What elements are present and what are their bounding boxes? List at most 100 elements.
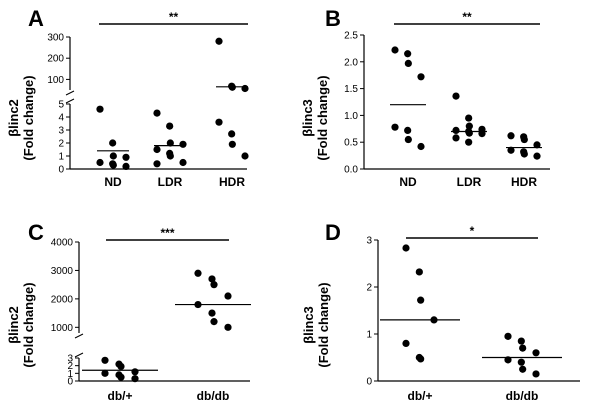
y-tick-label: 2000 <box>51 294 74 305</box>
data-point <box>210 281 218 289</box>
significance-label: ** <box>462 10 472 24</box>
data-point <box>153 145 161 154</box>
y-axis-label-line: (Fold change) <box>21 75 36 160</box>
data-point <box>215 118 223 126</box>
data-point <box>228 130 236 138</box>
data-point <box>520 135 528 144</box>
y-tick-label: 1.5 <box>344 84 358 95</box>
x-category-label: db/+ <box>107 389 132 403</box>
x-category-label: LDR <box>457 175 482 189</box>
y-tick-label: 100 <box>47 75 64 86</box>
data-point <box>109 161 117 169</box>
data-point <box>533 152 541 160</box>
x-category-label: HDR <box>511 175 537 189</box>
y-axis-label-line: βlinc3 <box>301 306 316 344</box>
y-tick-label: 2.0 <box>344 57 358 68</box>
x-category-label: ND <box>104 175 122 189</box>
y-tick-label: 3 <box>58 126 64 137</box>
y-tick-label: 5 <box>58 100 64 111</box>
y-tick-label: 2 <box>366 283 372 294</box>
y-axis-label: βlinc2(Fold change) <box>6 75 36 160</box>
x-category-label: HDR <box>219 175 245 189</box>
y-axis-label-line: βlinc3 <box>300 99 315 137</box>
y-tick-label: 300 <box>47 33 64 44</box>
data-point <box>465 138 473 146</box>
y-tick-label: 0.0 <box>344 165 358 176</box>
y-axis-label-line: (Fold change) <box>316 282 331 367</box>
data-point <box>465 114 473 122</box>
data-point <box>131 368 139 376</box>
data-point <box>517 358 525 366</box>
data-point <box>166 152 174 160</box>
data-point <box>417 355 425 363</box>
data-point <box>452 92 460 100</box>
data-point <box>96 158 104 167</box>
panel-label: C <box>28 220 44 245</box>
y-tick-label: 3 <box>67 354 73 365</box>
data-point <box>402 244 410 252</box>
data-point <box>101 369 109 377</box>
data-point <box>179 158 187 167</box>
y-tick-label: 1 <box>67 369 73 380</box>
data-point <box>122 153 130 161</box>
data-point <box>109 152 117 160</box>
data-point <box>153 160 161 168</box>
data-point <box>208 275 216 283</box>
data-point <box>179 140 187 148</box>
data-point <box>404 59 412 68</box>
y-tick-label: 0 <box>67 377 73 388</box>
data-point <box>532 370 540 378</box>
data-point <box>391 123 399 131</box>
data-point <box>224 323 232 331</box>
data-point <box>415 268 423 276</box>
y-tick-label: 4 <box>58 113 64 124</box>
y-tick-label: 1 <box>58 152 64 163</box>
y-axis-label-line: βlinc2 <box>6 99 21 137</box>
data-point <box>109 139 117 147</box>
data-point <box>404 135 412 144</box>
y-tick-label: 1 <box>366 330 372 341</box>
significance-label: *** <box>160 226 174 240</box>
data-point <box>519 344 527 352</box>
data-point <box>228 140 236 148</box>
data-point <box>417 142 425 151</box>
y-tick-label: 0 <box>58 165 64 176</box>
axis-break-mark <box>74 352 84 358</box>
data-point <box>519 365 527 373</box>
data-point <box>507 146 515 154</box>
y-tick-label: 2 <box>67 361 73 372</box>
panel-label: A <box>28 6 44 31</box>
x-category-label: db/+ <box>407 389 432 403</box>
y-tick-label: 3 <box>366 236 372 247</box>
data-point <box>166 139 174 147</box>
y-tick-label: 0 <box>366 377 372 388</box>
data-point <box>452 126 460 135</box>
data-point <box>517 337 525 345</box>
data-point <box>101 356 109 364</box>
y-axis-label: βlinc3(Fold change) <box>301 282 331 367</box>
x-category-label: db/db <box>197 389 230 403</box>
data-point <box>533 141 541 149</box>
data-point <box>153 109 161 117</box>
significance-label: ** <box>169 10 179 24</box>
data-point <box>131 375 139 383</box>
panel-label: B <box>325 6 341 31</box>
panel-label: D <box>325 220 341 245</box>
data-point <box>391 46 399 54</box>
data-point <box>417 73 425 81</box>
data-point <box>241 152 249 160</box>
data-point <box>210 318 218 326</box>
axis-break-mark <box>74 333 84 339</box>
data-point <box>404 50 412 58</box>
y-axis-label-line: βlinc2 <box>6 306 21 344</box>
data-point <box>532 349 540 357</box>
axis-break-mark <box>65 90 75 96</box>
data-point <box>117 362 125 371</box>
x-category-label: db/db <box>506 389 539 403</box>
data-point <box>404 126 412 135</box>
y-tick-label: 200 <box>47 54 64 65</box>
data-point <box>194 269 202 277</box>
data-point <box>465 122 473 130</box>
data-point <box>507 132 515 140</box>
